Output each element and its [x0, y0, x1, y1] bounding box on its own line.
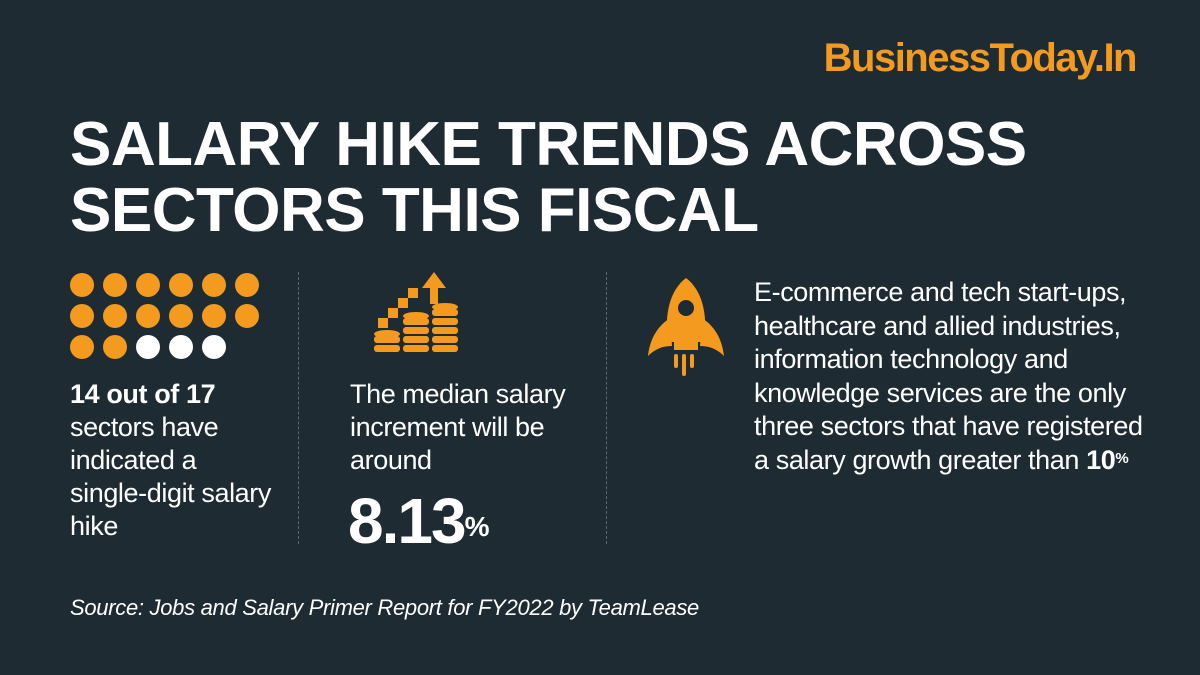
stat-sectors: 14 out of 17 sectors have indicated a si… [70, 378, 280, 543]
stat-growth: E-commerce and tech start-ups, healthcar… [754, 276, 1154, 477]
dot-single-digit-sector [169, 304, 193, 328]
stat-sectors-text: sectors have indicated a single-digit sa… [70, 412, 271, 541]
dot-single-digit-sector [103, 304, 127, 328]
dot-single-digit-sector [202, 304, 226, 328]
headline-line-2: SECTORS THIS FISCAL [70, 176, 759, 245]
stat-growth-text: E-commerce and tech start-ups, healthcar… [754, 277, 1143, 475]
source-note: Source: Jobs and Salary Primer Report fo… [70, 595, 699, 620]
dot-other-sector [169, 335, 193, 359]
dot-matrix-icon [70, 273, 259, 359]
headline: SALARY HIKE TRENDS ACROSS SECTORS THIS F… [70, 112, 1150, 244]
stat-sectors-highlight: 14 out of 17 [70, 379, 216, 409]
dot-single-digit-sector [136, 304, 160, 328]
dot-single-digit-sector [235, 273, 259, 297]
brand-logo: BusinessToday.In [823, 36, 1138, 80]
stat-median-value: 8.13% [348, 486, 489, 556]
dot-single-digit-sector [136, 273, 160, 297]
dot-single-digit-sector [70, 273, 94, 297]
dot-single-digit-sector [103, 335, 127, 359]
dot-single-digit-sector [235, 304, 259, 328]
stat-growth-value: 10% [1086, 444, 1129, 475]
dot-other-sector [202, 335, 226, 359]
dot-single-digit-sector [70, 335, 94, 359]
headline-line-1: SALARY HIKE TRENDS ACROSS [70, 110, 1027, 179]
dot-single-digit-sector [169, 273, 193, 297]
stat-median-text: The median salary increment will be arou… [350, 379, 566, 475]
dot-single-digit-sector [103, 273, 127, 297]
dot-single-digit-sector [202, 273, 226, 297]
rising-coins-icon [374, 272, 458, 352]
stat-growth-unit: % [1115, 449, 1129, 467]
stat-growth-number: 10 [1086, 444, 1116, 475]
dot-other-sector [136, 335, 160, 359]
stat-median-number: 8.13 [348, 485, 467, 557]
stat-median-unit: % [464, 511, 490, 542]
divider-1 [298, 272, 299, 544]
divider-2 [606, 272, 607, 544]
dot-single-digit-sector [70, 304, 94, 328]
rocket-icon [648, 278, 724, 376]
